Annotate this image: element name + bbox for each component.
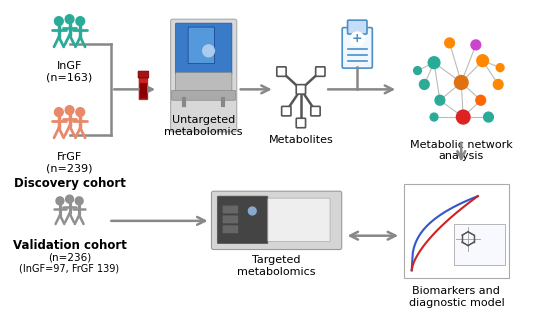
FancyBboxPatch shape <box>175 23 232 75</box>
Circle shape <box>249 207 256 215</box>
Circle shape <box>76 17 84 26</box>
Circle shape <box>455 76 468 89</box>
Circle shape <box>483 112 493 122</box>
FancyBboxPatch shape <box>223 205 238 214</box>
Circle shape <box>65 15 74 24</box>
Circle shape <box>476 95 486 105</box>
Circle shape <box>54 17 63 26</box>
Text: Targeted
metabolomics: Targeted metabolomics <box>238 255 316 277</box>
Text: Discovery cohort: Discovery cohort <box>14 177 125 190</box>
FancyBboxPatch shape <box>170 19 237 132</box>
FancyBboxPatch shape <box>138 71 149 78</box>
FancyBboxPatch shape <box>268 198 330 242</box>
FancyBboxPatch shape <box>342 28 372 68</box>
FancyBboxPatch shape <box>171 90 236 100</box>
Circle shape <box>75 197 83 205</box>
FancyBboxPatch shape <box>455 224 505 265</box>
Circle shape <box>54 108 63 117</box>
Text: +: + <box>352 32 362 45</box>
FancyBboxPatch shape <box>223 225 238 233</box>
Circle shape <box>420 79 429 89</box>
Circle shape <box>350 32 364 46</box>
Text: Biomarkers and
diagnostic model: Biomarkers and diagnostic model <box>408 286 504 308</box>
Circle shape <box>428 57 440 69</box>
Circle shape <box>413 67 421 75</box>
Text: Metabolic network
analysis: Metabolic network analysis <box>410 140 513 161</box>
Text: FrGF
(n=239): FrGF (n=239) <box>46 152 93 173</box>
Text: (InGF=97, FrGF 139): (InGF=97, FrGF 139) <box>19 263 120 273</box>
FancyBboxPatch shape <box>188 27 214 64</box>
Circle shape <box>471 40 481 50</box>
Circle shape <box>76 108 84 117</box>
FancyBboxPatch shape <box>139 75 148 100</box>
Circle shape <box>445 38 455 48</box>
Circle shape <box>496 64 504 72</box>
FancyBboxPatch shape <box>211 191 342 249</box>
Text: Validation cohort: Validation cohort <box>13 239 127 252</box>
FancyBboxPatch shape <box>296 85 306 94</box>
FancyBboxPatch shape <box>140 83 147 99</box>
FancyBboxPatch shape <box>281 106 291 116</box>
Text: (n=236): (n=236) <box>48 253 91 262</box>
Circle shape <box>430 113 438 121</box>
Circle shape <box>56 197 64 205</box>
Circle shape <box>203 45 214 57</box>
Text: Metabolites: Metabolites <box>269 135 333 145</box>
FancyBboxPatch shape <box>175 72 232 92</box>
Circle shape <box>493 79 503 89</box>
FancyBboxPatch shape <box>296 118 306 128</box>
Circle shape <box>456 110 470 124</box>
Text: Untargeted
metabolomics: Untargeted metabolomics <box>164 115 243 137</box>
FancyBboxPatch shape <box>218 196 268 243</box>
Text: InGF
(n=163): InGF (n=163) <box>47 61 93 82</box>
FancyBboxPatch shape <box>316 67 325 76</box>
FancyBboxPatch shape <box>223 215 238 223</box>
FancyBboxPatch shape <box>277 67 286 76</box>
FancyBboxPatch shape <box>404 184 509 278</box>
Circle shape <box>477 55 488 67</box>
Circle shape <box>65 106 74 115</box>
FancyBboxPatch shape <box>347 20 367 34</box>
FancyBboxPatch shape <box>311 106 320 116</box>
Circle shape <box>65 195 73 203</box>
Circle shape <box>435 95 445 105</box>
